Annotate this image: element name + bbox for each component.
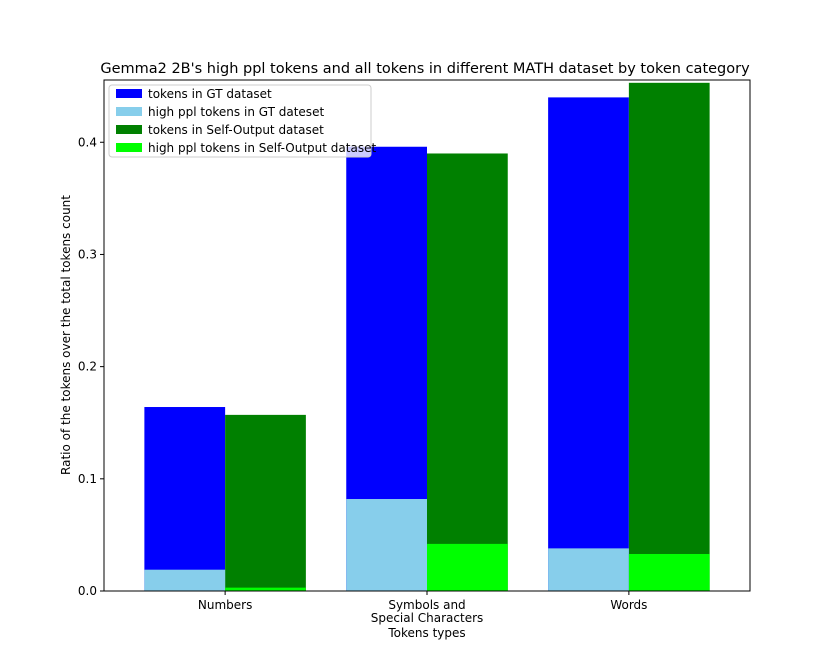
bar-series-1-cat-2 xyxy=(548,548,629,591)
x-tick-label: Numbers xyxy=(198,598,252,612)
bars-layer xyxy=(144,82,710,592)
bar-series-3-cat-2 xyxy=(628,553,710,591)
y-tick-label: 0.3 xyxy=(78,247,97,261)
x-axis-label: Tokens types xyxy=(387,626,465,640)
plot-frame xyxy=(103,79,751,592)
legend-swatch xyxy=(116,89,142,98)
chart-title: Gemma2 2B's high ppl tokens and all toke… xyxy=(100,61,750,77)
bar-series-2-cat-0 xyxy=(225,414,306,591)
y-tick-label: 0.2 xyxy=(78,360,97,374)
bar-series-0-cat-0 xyxy=(144,407,226,591)
legend: tokens in GT dataset high ppl tokens in G… xyxy=(108,84,376,158)
legend-frame xyxy=(108,84,372,158)
legend-label: high ppl tokens in GT dateset xyxy=(148,105,324,119)
y-tick-label: 0.4 xyxy=(78,135,97,149)
legend-label: tokens in Self-Output dataset xyxy=(148,123,324,137)
bar-series-3-cat-1 xyxy=(427,543,508,591)
legend-swatch xyxy=(116,125,142,134)
bar-series-1-cat-0 xyxy=(144,569,226,591)
y-tick-label: 0.0 xyxy=(78,584,97,598)
y-axis-ticks: 0.0 0.1 0.2 0.3 0.4 xyxy=(78,135,104,598)
x-tick-label: Words xyxy=(610,598,647,612)
legend-label: high ppl tokens in Self-Output dataset xyxy=(148,141,376,155)
legend-swatch xyxy=(116,107,142,116)
bar-series-3-cat-0 xyxy=(225,587,306,591)
bar-series-2-cat-1 xyxy=(427,153,508,592)
bar-series-1-cat-1 xyxy=(346,499,427,591)
x-tick-label: Symbols and Special Characters xyxy=(371,598,484,625)
y-axis-label: Ratio of the tokens over the total token… xyxy=(59,195,73,475)
legend-label: tokens in GT dataset xyxy=(148,87,272,101)
bar-series-0-cat-2 xyxy=(548,97,629,591)
legend-swatch xyxy=(116,143,142,152)
x-axis-ticks: Numbers Symbols and Special Characters Word… xyxy=(198,591,647,625)
bar-series-2-cat-2 xyxy=(628,82,710,591)
y-tick-label: 0.1 xyxy=(78,472,97,486)
